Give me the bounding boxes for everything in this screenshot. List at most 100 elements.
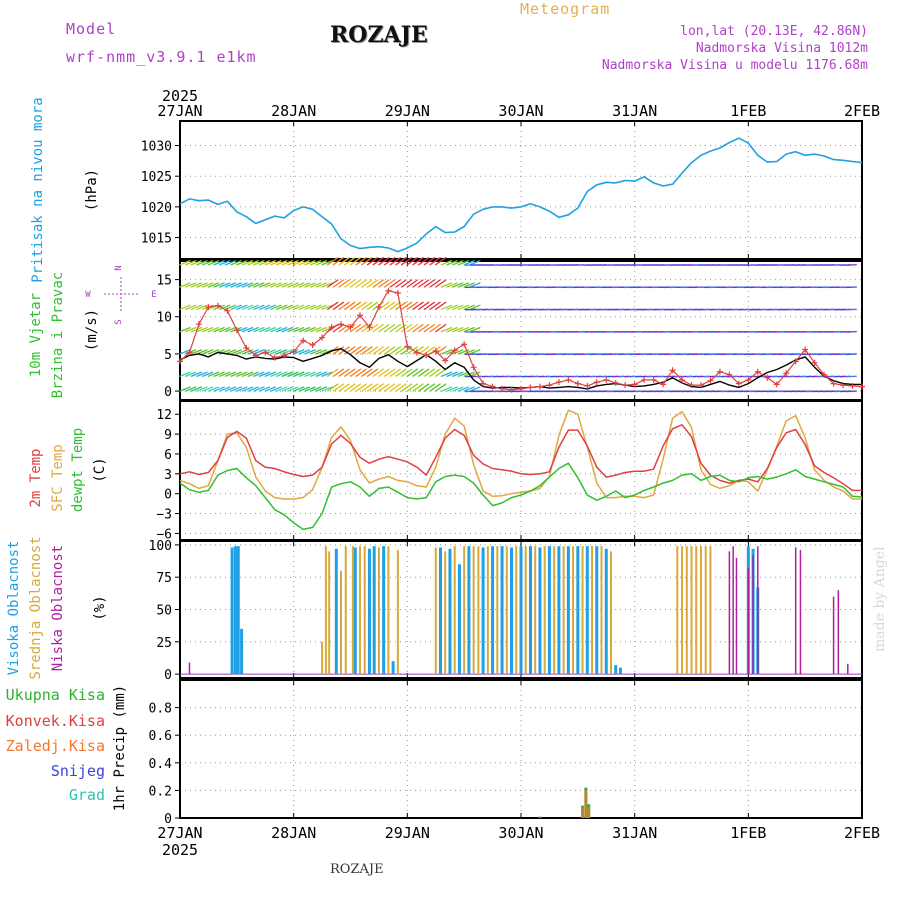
wind-barb [298,282,311,288]
wind-barb [275,386,288,392]
wind-barb [338,279,350,288]
mid-cloud-bar [695,546,698,675]
wind-barb [253,304,265,310]
wind-gust-marker [319,334,326,341]
mid-cloud-bar [681,546,684,675]
wind-barb [440,260,453,266]
wind-barb [287,371,299,377]
y-tick-label: 5 [164,348,172,363]
y-tick-label: −3 [156,508,172,523]
wind-barb [440,282,453,288]
wind-barb [310,349,322,355]
wind-barb [213,260,225,266]
wind-barb [389,383,401,392]
wind-barb [241,282,254,288]
wind-barb [463,304,475,310]
pressure-axis-unit: (hPa) [84,169,100,211]
compass-cross [104,277,138,312]
wind-barb [230,371,242,377]
wind-barb [281,326,293,333]
wind-barb [315,349,328,355]
station-title: ROZAJE [330,22,428,48]
wind-barb [355,257,367,266]
wind-barb [241,386,254,392]
wind-barb [378,346,390,355]
wind-barb [418,368,430,377]
wind-barb [241,349,254,355]
wind-barb [418,257,430,266]
wind-barb [361,257,373,266]
low-cloud-bar [735,557,738,675]
x-tick-label-top: 29JAN [385,102,430,120]
x-tick-label-top: 2FEB [844,102,880,120]
wind-barb [406,346,418,355]
mid-cloud-bar [591,546,594,675]
high-cloud-bar [618,667,622,675]
wind-barb [185,326,197,333]
wind-barb [327,279,339,288]
wind-gust-marker [271,354,278,361]
wind-gust-marker [432,347,439,354]
wind-gust-marker [593,379,600,386]
high-cloud-bar [538,547,542,675]
mid-cloud-bar [377,547,380,675]
wind-barb [469,282,481,288]
wind-gust-marker [745,376,752,383]
wind-gust-marker [356,312,363,319]
wind-barb [241,304,254,310]
wind-gust-marker [622,382,629,389]
mid-cloud-bar [472,546,475,675]
wind-barb [270,282,282,288]
wind-barb [287,326,299,333]
wind-barb [258,304,271,310]
wind-barb [338,257,350,266]
wind-barb [236,260,248,266]
compass-s: S [114,319,124,324]
high-cloud-bar [510,547,514,675]
low-cloud-bar [837,590,840,675]
wind-barb [202,349,214,355]
wind-gust-marker [735,380,742,387]
wind-gust-marker [697,382,704,389]
pressure-panel: 1015 1020 1025 1030 [141,120,863,260]
wind-barb [463,260,475,266]
wind-barb [406,257,418,266]
mid-cloud-bar [363,546,366,675]
wind-gust-marker [281,352,288,359]
y-tick-label: 1030 [141,140,172,155]
wind-barb [270,349,282,355]
wind-barb [310,326,322,333]
wind-barb [332,368,345,377]
wind-barb [196,304,208,310]
wind-barb [435,257,447,266]
wind-barb [457,386,470,392]
wind-barb [298,260,311,266]
wind-barb [327,368,339,377]
wind-barb [253,386,265,392]
wind-barb [196,282,208,288]
wind-barb [241,326,254,333]
wind-gust-marker [394,289,401,296]
wind-barb [366,279,379,288]
wind-barb [202,260,214,266]
high-cloud-bar [566,546,570,675]
low-cloud-bar [757,546,759,675]
wind-barb [457,371,470,377]
wind-barb [236,304,248,310]
x-tick-label-top: 31JAN [612,102,657,120]
temp-2m-axis-title: 2m Temp [28,448,44,507]
wind-barb [281,371,293,377]
wind-barb [224,386,237,392]
high-cloud-bar [448,548,452,675]
low-cloud-bar [794,547,797,675]
mid-cloud-bar [505,546,508,675]
wind-barb [253,282,265,288]
wind-barb [463,326,475,333]
wind-barb [400,323,413,333]
wind-gust-marker [508,386,515,393]
wind-barb [190,326,203,333]
wind-barb [383,323,396,333]
wind-barb [304,386,316,392]
mid-cloud-bar [562,546,565,675]
